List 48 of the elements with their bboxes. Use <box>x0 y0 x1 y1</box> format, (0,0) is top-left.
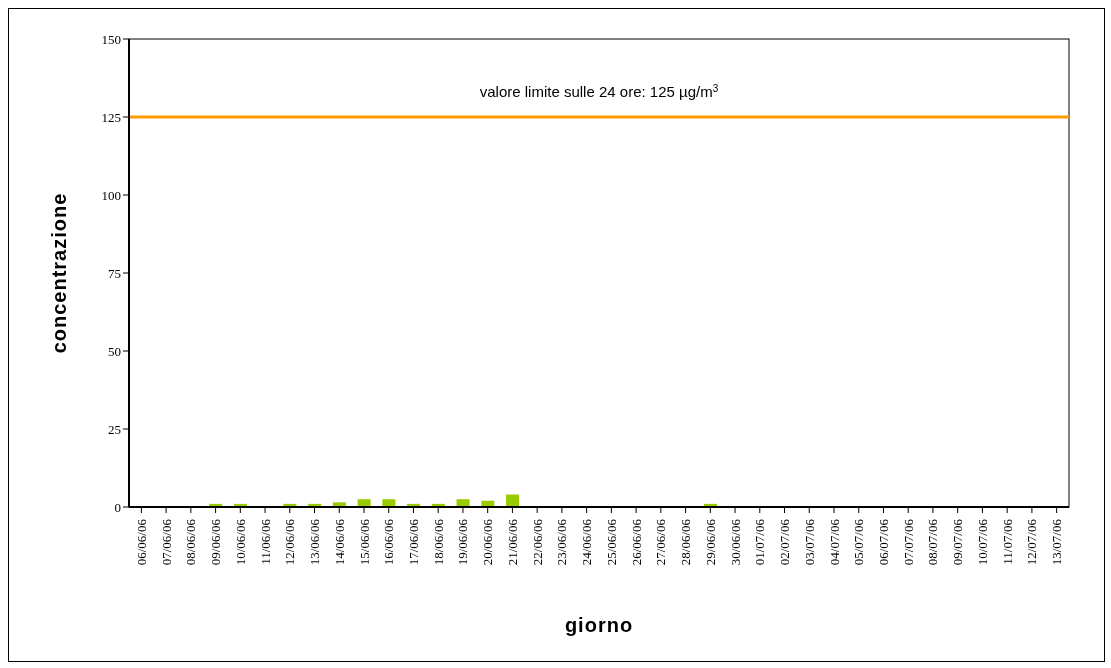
x-tick-label: 25/06/06 <box>603 518 619 566</box>
x-tick-label: 24/06/06 <box>579 518 595 566</box>
x-tick-label: 07/06/06 <box>158 518 174 566</box>
x-tick-label: 11/06/06 <box>257 518 273 565</box>
y-tick-label: 125 <box>101 109 121 125</box>
x-tick-label: 26/06/06 <box>628 518 644 566</box>
y-tick-label: 0 <box>114 499 121 515</box>
x-tick-label: 06/06/06 <box>133 518 149 566</box>
x-tick-label: 10/06/06 <box>232 518 248 566</box>
x-tick-label: 23/06/06 <box>554 518 570 566</box>
x-axis-title: giorno <box>564 614 634 636</box>
x-tick-label: 08/07/06 <box>925 518 941 566</box>
x-tick-label: 02/07/06 <box>777 518 793 566</box>
y-tick-label: 100 <box>101 187 121 203</box>
x-tick-label: 09/06/06 <box>208 518 224 566</box>
x-tick-label: 21/06/06 <box>504 518 520 566</box>
y-tick-label: 25 <box>108 421 121 437</box>
x-tick-label: 08/06/06 <box>183 518 199 566</box>
x-tick-label: 01/07/06 <box>752 518 768 566</box>
y-tick-label: 75 <box>108 265 121 281</box>
x-tick-label: 22/06/06 <box>529 518 545 566</box>
x-tick-label: 12/07/06 <box>1024 518 1040 566</box>
x-tick-label: 05/07/06 <box>851 518 867 566</box>
x-tick-label: 17/06/06 <box>405 518 421 566</box>
x-tick-label: 30/06/06 <box>727 518 743 566</box>
x-tick-label: 29/06/06 <box>702 518 718 566</box>
x-tick-label: 06/07/06 <box>875 518 891 566</box>
x-tick-label: 09/07/06 <box>950 518 966 566</box>
x-tick-label: 27/06/06 <box>653 518 669 566</box>
x-tick-label: 03/07/06 <box>801 518 817 566</box>
x-tick-label: 13/07/06 <box>1049 518 1065 566</box>
x-tick-label: 20/06/06 <box>480 518 496 566</box>
x-tick-label: 07/07/06 <box>900 518 916 566</box>
x-tick-label: 13/06/06 <box>307 518 323 566</box>
x-tick-label: 19/06/06 <box>455 518 471 566</box>
ref-line-label: valore limite sulle 24 ore: 125 µg/m$^{3}$ <box>479 82 719 100</box>
x-tick-label: 28/06/06 <box>678 518 694 566</box>
y-tick-label: 150 <box>101 31 121 47</box>
x-tick-label: 16/06/06 <box>381 518 397 566</box>
x-tick-label: 10/07/06 <box>974 518 990 566</box>
x-tick-label: 15/06/06 <box>356 518 372 566</box>
x-tick-label: 18/06/06 <box>430 518 446 566</box>
x-tick-label: 04/07/06 <box>826 518 842 566</box>
y-axis-title: concentrazione <box>48 192 71 354</box>
x-tick-label: 11/07/06 <box>999 518 1015 565</box>
x-tick-label: 12/06/06 <box>282 518 298 566</box>
y-tick-label: 50 <box>108 343 121 359</box>
x-tick-label: 14/06/06 <box>331 518 347 566</box>
